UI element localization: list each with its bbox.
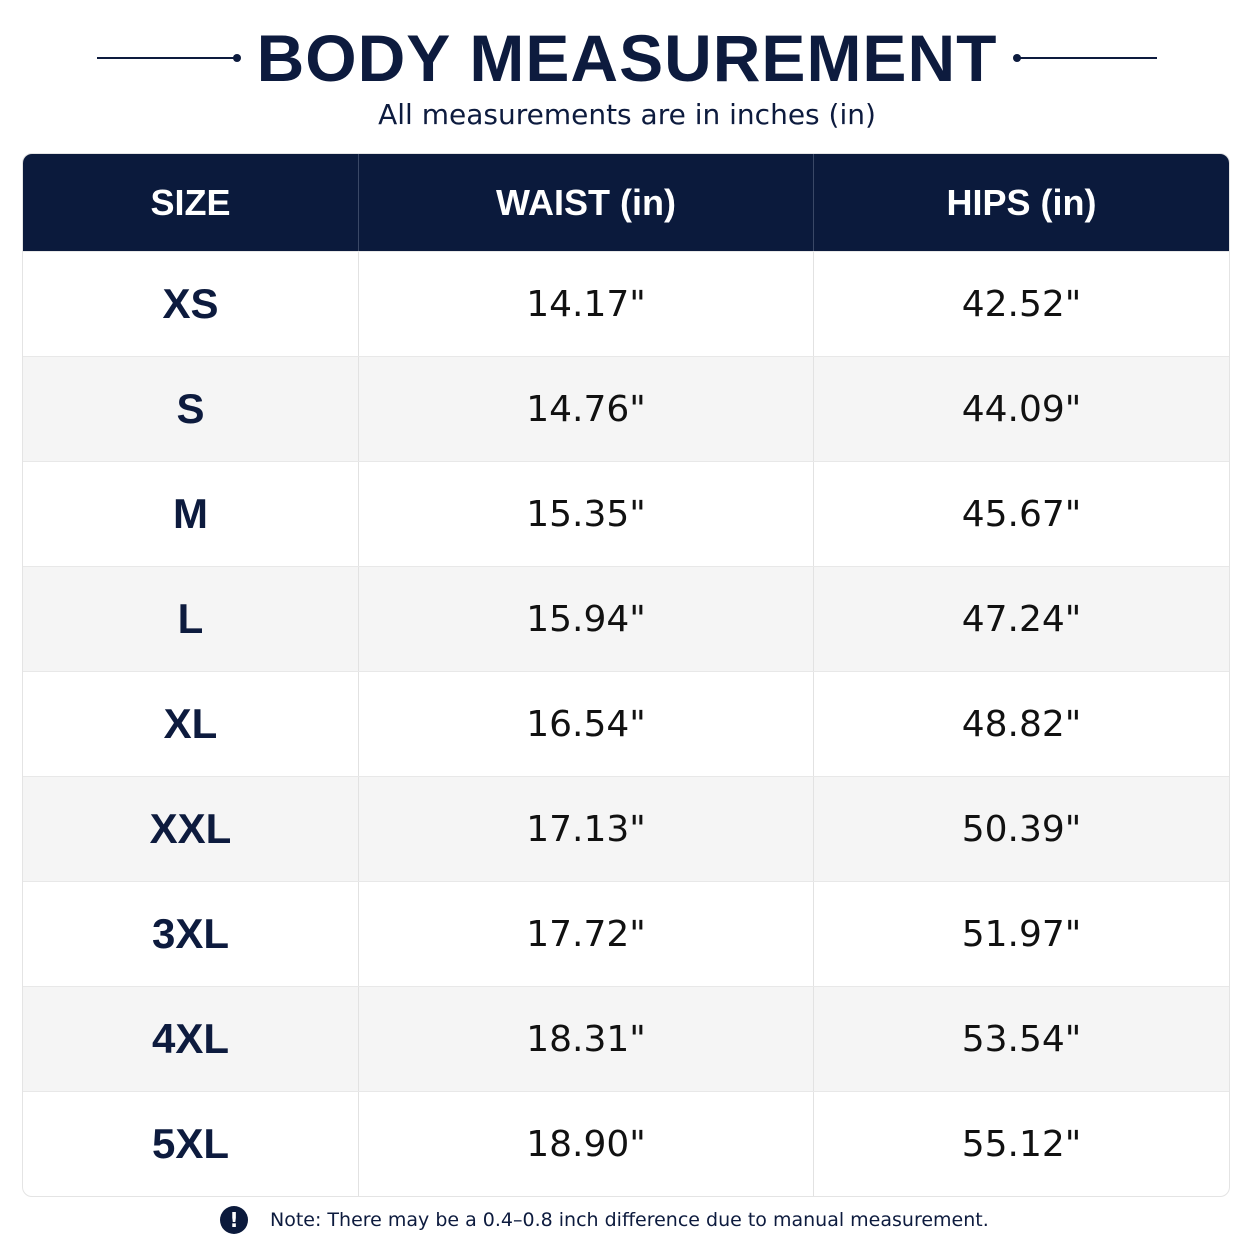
note-text: Note: There may be a 0.4–0.8 inch differ… xyxy=(270,1209,989,1231)
measurement: 17.13" xyxy=(526,808,646,850)
column-header: HIPS (in) xyxy=(946,181,1097,223)
measurement: 15.35" xyxy=(526,493,646,535)
table-cell: 48.82" xyxy=(814,672,1229,776)
measurement: 14.17" xyxy=(526,283,646,325)
measurement: 14.76" xyxy=(526,388,646,430)
table-cell: 44.09" xyxy=(814,357,1229,461)
measurement: 55.12" xyxy=(961,1123,1082,1165)
table-cell: M xyxy=(23,462,359,566)
table-cell: 4XL xyxy=(23,987,359,1091)
table-cell: XL xyxy=(23,672,359,776)
table-cell: 18.90" xyxy=(359,1092,814,1196)
info-icon: ! xyxy=(220,1206,248,1234)
table-cell: 15.94" xyxy=(359,567,814,671)
measurement: 45.67" xyxy=(961,493,1082,535)
table-cell: 14.76" xyxy=(359,357,814,461)
size-label: S xyxy=(176,385,205,432)
measurement: 15.94" xyxy=(526,598,646,640)
table-cell: 16.54" xyxy=(359,672,814,776)
table-cell: 15.35" xyxy=(359,462,814,566)
table-cell: 53.54" xyxy=(814,987,1229,1091)
table-cell: 14.17" xyxy=(359,252,814,356)
table-cell: L xyxy=(23,567,359,671)
column-header: WAIST (in) xyxy=(359,154,814,251)
table-cell: 51.97" xyxy=(814,882,1229,986)
table-row: 4XL 18.31" 53.54" xyxy=(23,986,1229,1091)
table-row: M 15.35" 45.67" xyxy=(23,461,1229,566)
measurement: 51.97" xyxy=(961,913,1082,955)
size-label: 4XL xyxy=(151,1015,230,1062)
table-row: 5XL 18.90" 55.12" xyxy=(23,1091,1229,1196)
measurement: 44.09" xyxy=(961,388,1082,430)
table-cell: 45.67" xyxy=(814,462,1229,566)
measurement: 16.54" xyxy=(526,703,646,745)
divider xyxy=(96,54,241,62)
table-row: XL 16.54" 48.82" xyxy=(23,671,1229,776)
subtitle: All measurements are in inches (in) xyxy=(378,98,876,131)
measurement: 53.54" xyxy=(961,1018,1082,1060)
measurement: 18.90" xyxy=(526,1123,646,1165)
table-row: XS 14.17" 42.52" xyxy=(23,251,1229,356)
size-label: M xyxy=(173,490,208,537)
measurement: 50.39" xyxy=(961,808,1082,850)
column-header: SIZE xyxy=(23,154,359,251)
table-cell: 42.52" xyxy=(814,252,1229,356)
table-cell: 47.24" xyxy=(814,567,1229,671)
measurement: 17.72" xyxy=(526,913,646,955)
table-cell: 5XL xyxy=(23,1092,359,1196)
divider xyxy=(1013,54,1158,62)
table-header: SIZE WAIST (in) HIPS (in) xyxy=(23,154,1229,251)
size-label: XL xyxy=(163,700,218,747)
note: ! Note: There may be a 0.4–0.8 inch diff… xyxy=(220,1204,989,1236)
table-cell: XXL xyxy=(23,777,359,881)
table-cell: 18.31" xyxy=(359,987,814,1091)
table-cell: 3XL xyxy=(23,882,359,986)
size-label: 5XL xyxy=(151,1120,230,1167)
title-bar: BODY MEASUREMENT xyxy=(0,18,1254,98)
table-row: XXL 17.13" 50.39" xyxy=(23,776,1229,881)
table-cell: 55.12" xyxy=(814,1092,1229,1196)
size-label: XXL xyxy=(149,805,232,852)
size-label: XS xyxy=(162,280,219,327)
size-table: SIZE WAIST (in) HIPS (in) XS 14.17" 42.52" S 1… xyxy=(22,153,1230,1197)
table-row: S 14.76" 44.09" xyxy=(23,356,1229,461)
table-cell: 17.13" xyxy=(359,777,814,881)
table-cell: 17.72" xyxy=(359,882,814,986)
table-row: L 15.94" 47.24" xyxy=(23,566,1229,671)
table-cell: S xyxy=(23,357,359,461)
table-cell: 50.39" xyxy=(814,777,1229,881)
table-cell: XS xyxy=(23,252,359,356)
measurement: 48.82" xyxy=(961,703,1082,745)
measurement: 18.31" xyxy=(526,1018,646,1060)
title: BODY MEASUREMENT xyxy=(256,21,998,95)
size-label: 3XL xyxy=(151,910,230,957)
size-label: L xyxy=(177,595,204,642)
table-row: 3XL 17.72" 51.97" xyxy=(23,881,1229,986)
measurement: 42.52" xyxy=(961,283,1082,325)
measurement: 47.24" xyxy=(961,598,1082,640)
